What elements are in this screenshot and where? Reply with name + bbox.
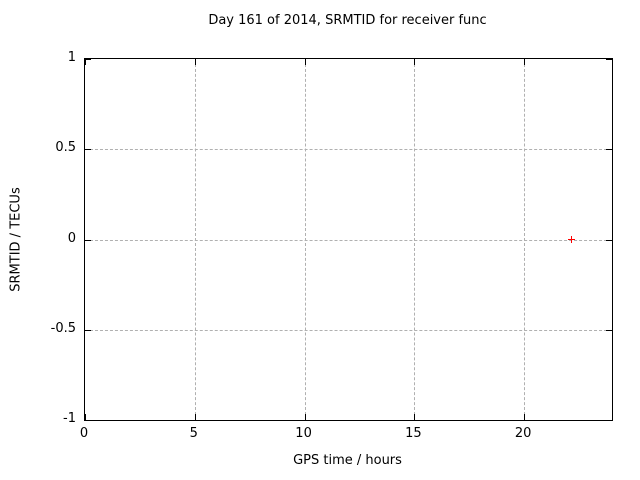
x-tick-mark-bottom — [85, 414, 86, 420]
x-tick-label: 0 — [79, 426, 89, 441]
gridline-y--0.5 — [85, 329, 612, 331]
x-tick-label: 15 — [405, 426, 422, 441]
y-tick-mark-left — [85, 329, 91, 331]
x-tick-mark-bottom — [194, 414, 196, 420]
plot-area — [84, 58, 613, 421]
y-tick-mark-left — [85, 59, 91, 60]
x-tick-label: 20 — [514, 426, 532, 441]
x-tick-label: 5 — [189, 426, 198, 441]
y-tick-mark-right — [606, 420, 612, 421]
y-tick-mark-left — [85, 239, 91, 241]
x-tick-label: 10 — [295, 426, 312, 441]
y-tick-mark-right — [606, 149, 612, 151]
data-point-marker — [568, 235, 576, 243]
x-tick-mark-top — [304, 59, 306, 65]
y-tick-label: 1 — [67, 50, 76, 65]
x-tick-mark-top — [85, 59, 86, 65]
x-tick-mark-bottom — [414, 414, 416, 420]
gridline-y-0.5 — [85, 149, 612, 151]
y-tick-mark-right — [606, 59, 612, 60]
gridline-y-0 — [85, 239, 612, 241]
x-tick-mark-bottom — [524, 414, 526, 420]
y-tick-mark-right — [606, 239, 612, 241]
y-tick-label: 0.5 — [55, 140, 76, 156]
x-tick-mark-bottom — [304, 414, 306, 420]
y-tick-label: -0.5 — [50, 320, 76, 336]
y-tick-mark-left — [85, 420, 91, 421]
x-tick-mark-top — [414, 59, 416, 65]
x-axis-label: GPS time / hours — [293, 453, 402, 468]
marker-bar-v — [571, 235, 573, 243]
y-tick-mark-left — [85, 149, 91, 151]
x-tick-mark-top — [524, 59, 526, 65]
x-tick-mark-top — [194, 59, 196, 65]
y-tick-label: 0 — [67, 230, 76, 246]
chart-title: Day 161 of 2014, SRMTID for receiver fun… — [208, 13, 487, 28]
y-tick-mark-right — [606, 329, 612, 331]
y-tick-label: -1 — [63, 411, 76, 426]
